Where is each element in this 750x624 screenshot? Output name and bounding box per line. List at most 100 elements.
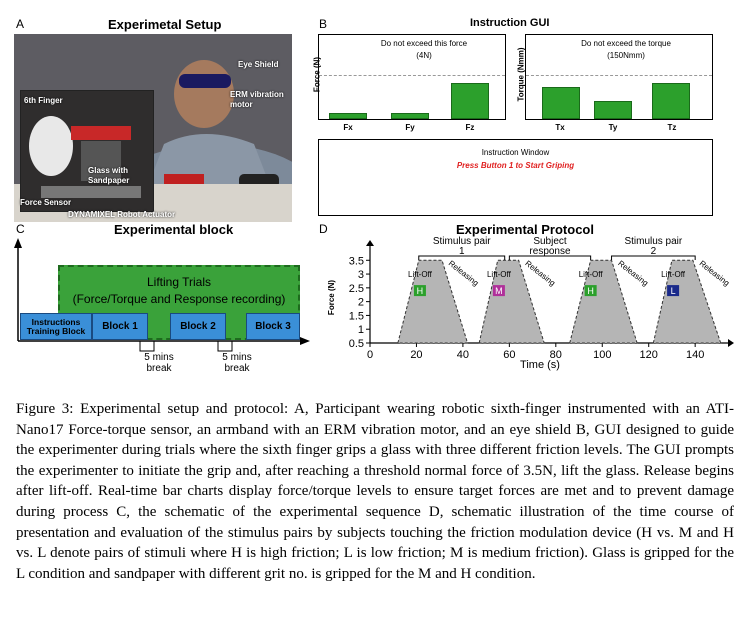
x-tick-label: 0	[367, 349, 373, 361]
annotation-label: Subject	[533, 236, 567, 247]
label-fy: Fy	[405, 123, 415, 132]
x-axis-label: Time (s)	[520, 359, 560, 371]
y-tick-label: 3	[358, 269, 364, 281]
label-dynamixel: DYNAMIXEL Robot Actuator	[68, 210, 176, 219]
break-2-label: 5 mins break	[222, 352, 252, 374]
torque-limit-value: (150Nmm)	[607, 51, 645, 60]
force-threshold-line	[319, 75, 505, 76]
liftoff-label: Lift-Off	[579, 270, 604, 279]
x-tick-label: 20	[410, 349, 422, 361]
y-axis-arrow	[366, 240, 374, 246]
label-tz: Tz	[667, 123, 677, 132]
releasing-label: Releasing	[447, 259, 481, 288]
x-tick-label: 140	[686, 349, 704, 361]
bar-ty	[594, 101, 632, 119]
pulse-area	[569, 259, 638, 344]
panel-b-title: Instruction GUI	[470, 17, 550, 29]
block-2: Block 2	[170, 313, 226, 340]
bar-tx	[542, 87, 580, 119]
force-limit-value: (4N)	[416, 51, 432, 60]
releasing-label: Releasing	[616, 259, 650, 288]
label-fz: Fz	[465, 123, 475, 132]
panel-d-title: Experimental Protocol	[456, 222, 594, 237]
bar-fy	[391, 113, 429, 119]
break-1-label: 5 mins break	[144, 352, 174, 374]
x-tick-label: 80	[550, 349, 562, 361]
force-limit-note: Do not exceed this force	[380, 39, 468, 48]
y-tick-label: 2	[358, 297, 364, 309]
block-1: Block 1	[92, 313, 148, 340]
label-force-sensor: Force Sensor	[20, 198, 72, 207]
x-tick-label: 60	[503, 349, 515, 361]
x-tick-label: 40	[457, 349, 469, 361]
y-axis-label: Force (N)	[327, 280, 336, 315]
stimulus-badge	[667, 285, 680, 297]
block-instructions: Instructions Training Block	[20, 313, 92, 340]
stimulus-badge	[492, 285, 505, 297]
y-tick-label: 2.5	[349, 283, 364, 295]
annotation-label: response	[529, 246, 571, 257]
panel-a-title: Experimetal Setup	[108, 17, 222, 32]
setup-photo: Eye Shield ERM vibration motor 6th Finge…	[14, 34, 292, 222]
pulse-area	[478, 259, 545, 344]
stimulus-label: H	[587, 286, 594, 296]
annotation-bracket	[508, 255, 592, 260]
x-axis-arrow	[728, 339, 734, 347]
label-sixth-finger: 6th Finger	[24, 96, 63, 105]
x-tick-label: 120	[640, 349, 658, 361]
trials-subtitle: (Force/Torque and Response recording)	[72, 292, 286, 306]
panel-b-letter: B	[319, 17, 328, 31]
force-ylabel: Force (N)	[312, 56, 322, 93]
label-tx: Tx	[555, 123, 565, 132]
torque-chart-box: Do not exceed the torque (150Nmm)	[525, 34, 713, 120]
annotation-bracket	[611, 255, 696, 260]
inset-photo	[20, 90, 154, 212]
stimulus-label: H	[417, 286, 424, 296]
stimulus-label: M	[495, 286, 503, 296]
y-tick-label: 1.5	[349, 310, 364, 322]
releasing-label: Releasing	[698, 259, 732, 288]
annotation-label: Stimulus pair	[433, 236, 491, 247]
instruction-window: Instruction Window Press Button 1 to Sta…	[318, 139, 713, 216]
annotation-bracket	[418, 255, 506, 260]
robotic-finger-illustration	[21, 91, 153, 211]
releasing-label: Releasing	[523, 259, 557, 288]
bar-fx	[329, 113, 367, 119]
liftoff-label: Lift-Off	[487, 270, 512, 279]
label-fx: Fx	[343, 123, 353, 132]
torque-threshold-line	[526, 75, 712, 76]
panel-d-letter: D	[319, 222, 328, 236]
annotation-label: 1	[459, 246, 465, 257]
label-erm: ERM vibration motor	[230, 90, 284, 109]
liftoff-label: Lift-Off	[408, 270, 433, 279]
label-glass: Glass with Sandpaper	[88, 166, 130, 185]
liftoff-label: Lift-Off	[661, 270, 686, 279]
panel-c-axes	[14, 238, 310, 352]
y-tick-label: 1	[358, 324, 364, 336]
bar-tz	[652, 83, 690, 119]
panel-c-letter: C	[16, 222, 25, 236]
instruction-window-title: Instruction Window	[481, 148, 550, 157]
torque-ylabel: Torque (Nmm)	[516, 47, 526, 102]
label-ty: Ty	[608, 123, 618, 132]
y-tick-label: 3.5	[349, 255, 364, 267]
stimulus-badge	[584, 285, 597, 297]
panel-a-letter: A	[16, 17, 25, 31]
annotation-label: Stimulus pair	[624, 236, 682, 247]
bar-fz	[451, 83, 489, 119]
force-chart-box: Do not exceed this force (4N)	[318, 34, 506, 120]
figure-caption: Figure 3: Experimental setup and protoco…	[16, 401, 734, 582]
x-tick-label: 100	[593, 349, 611, 361]
label-eye-shield: Eye Shield	[238, 60, 279, 69]
torque-limit-note: Do not exceed the torque	[581, 39, 671, 48]
y-tick-label: 0.5	[349, 338, 364, 350]
block-3: Block 3	[246, 313, 300, 340]
annotation-label: 2	[651, 246, 657, 257]
stimulus-badge	[413, 285, 426, 297]
pulse-area	[652, 259, 722, 344]
panel-c-title: Experimental block	[114, 222, 234, 237]
instruction-message: Press Button 1 to Start Griping	[456, 161, 575, 170]
pulse-area	[397, 259, 469, 344]
stimulus-label: L	[671, 286, 676, 296]
